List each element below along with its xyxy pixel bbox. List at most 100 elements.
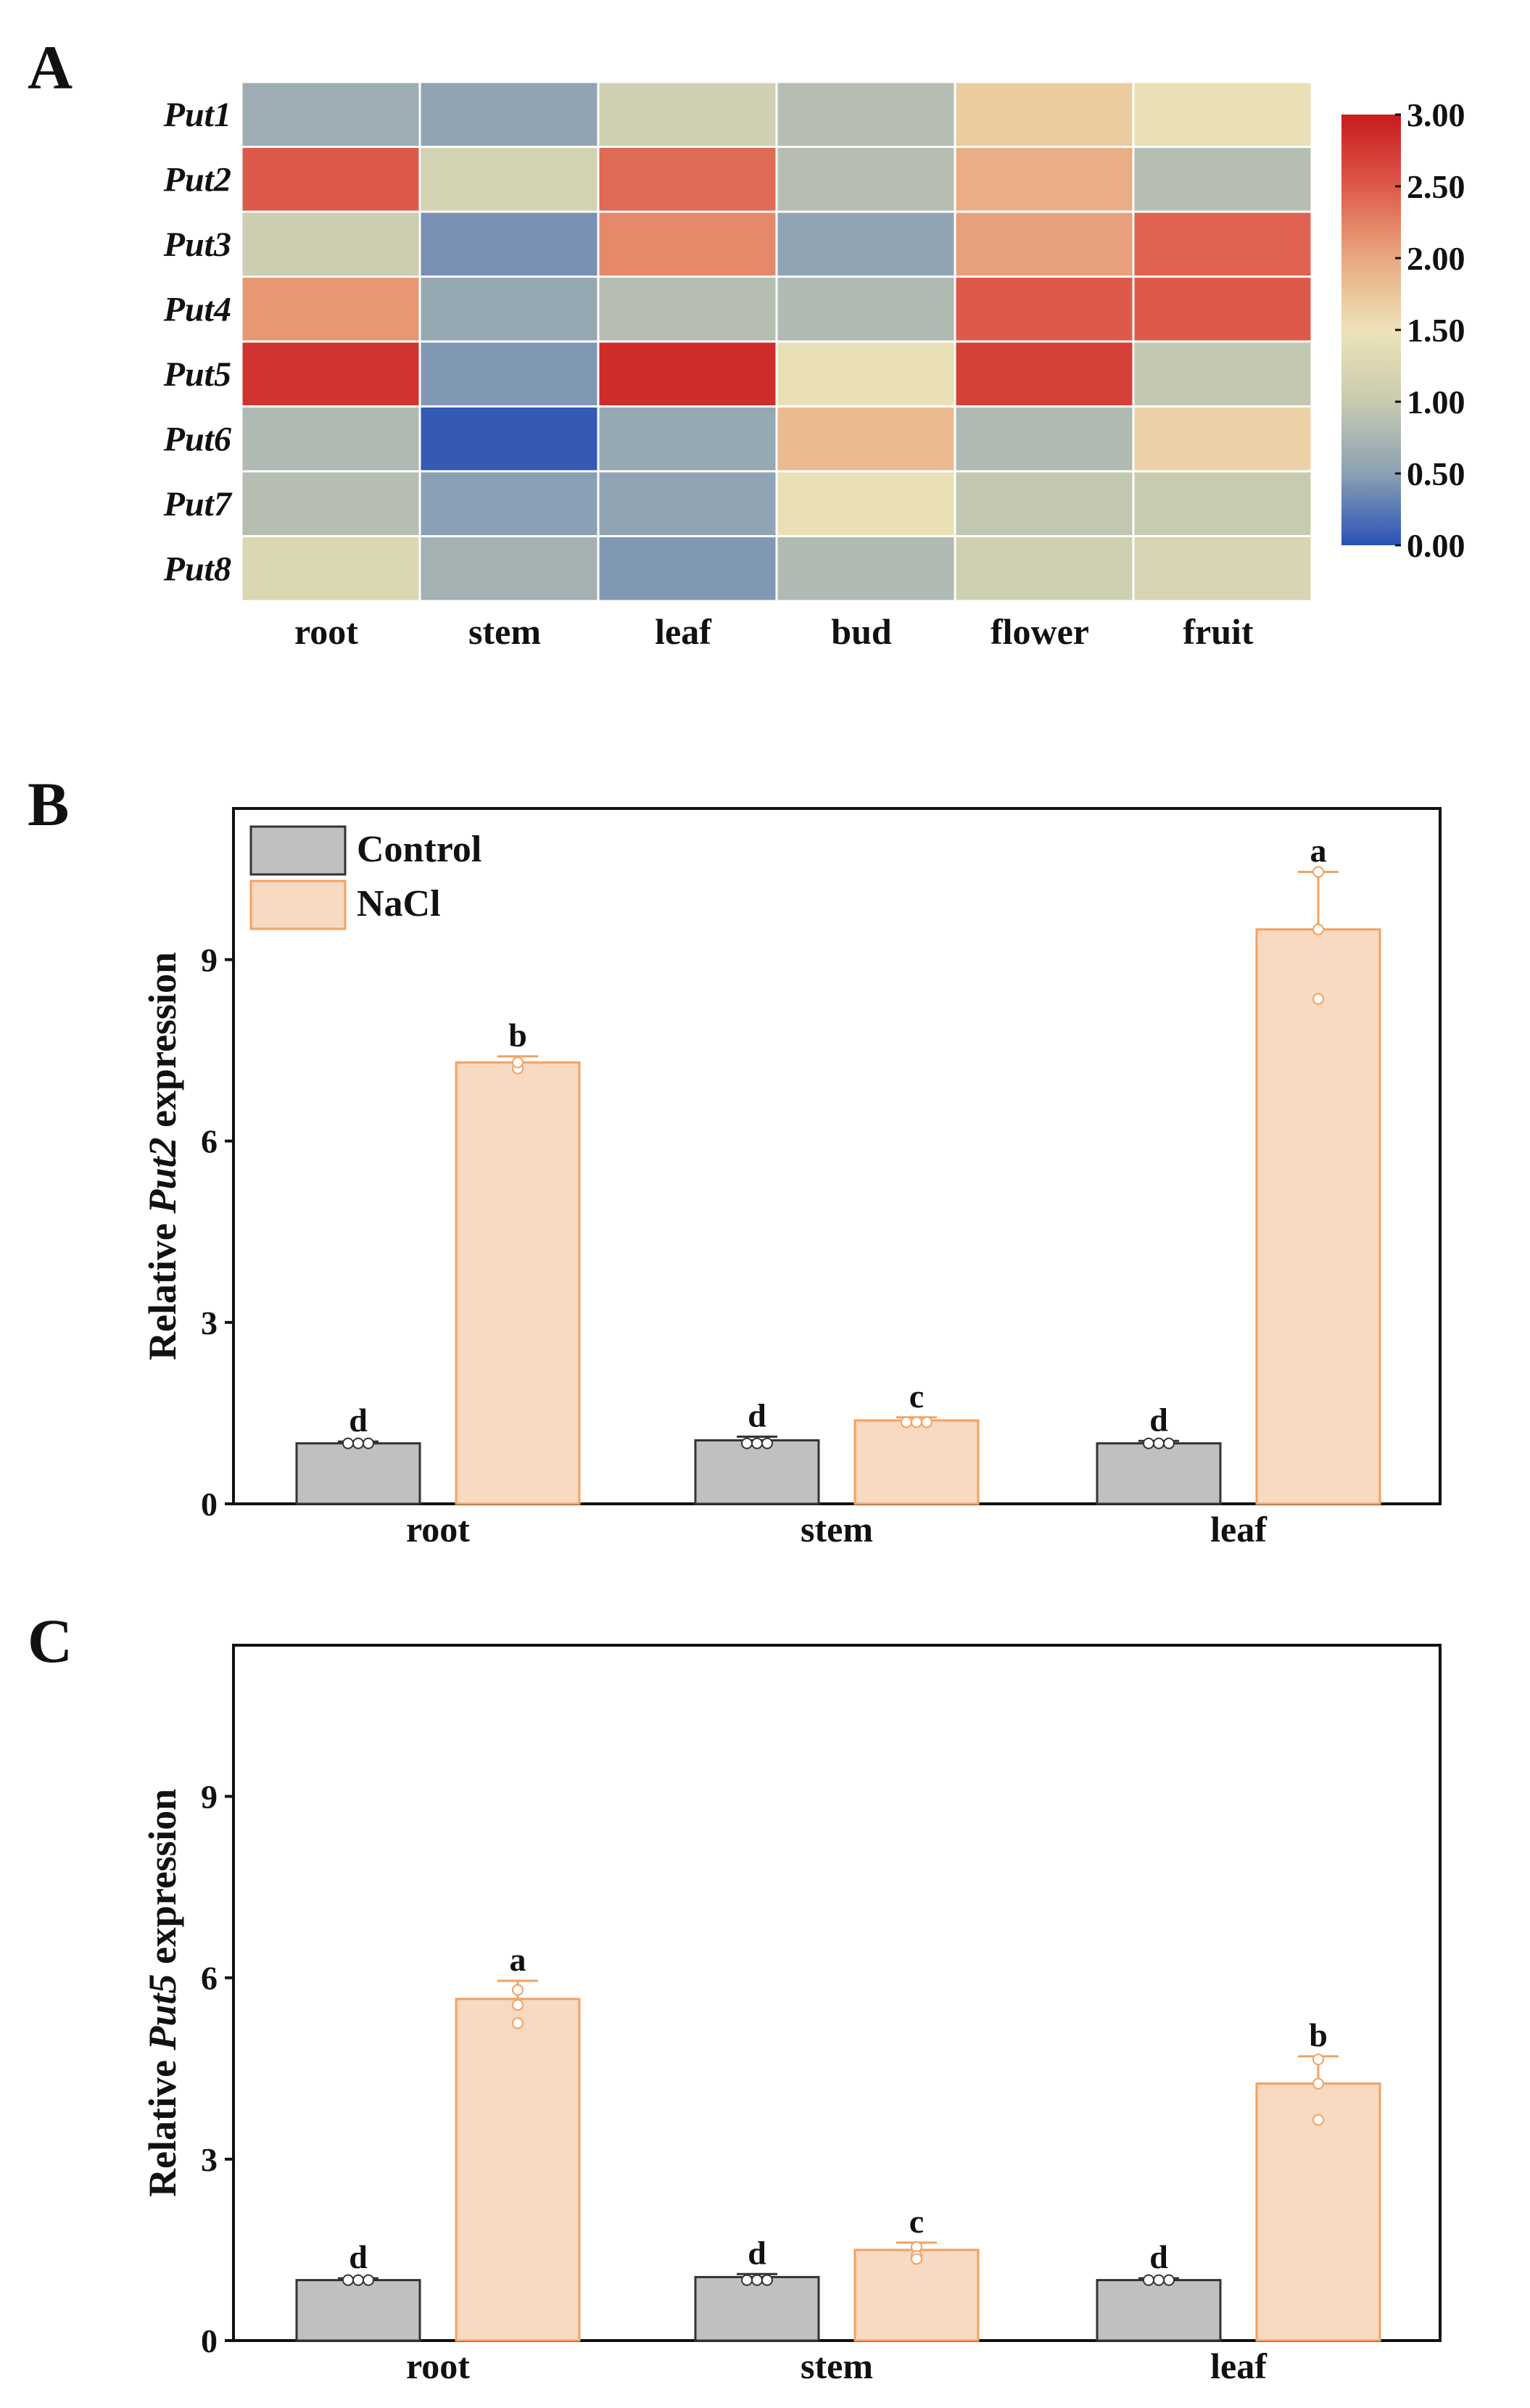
x-category-label: root [406,2346,470,2386]
heatmap-cell [418,210,600,278]
panel-b-letter: B [28,769,69,839]
y-tick-label: 0 [201,1486,218,1523]
data-point [761,1437,773,1449]
heatmap-panel: Put1 Put2 Put3 Put4 Put5 Put6 Put7 Put8 root stem… [163,80,1313,652]
data-point [751,1437,763,1449]
bar [455,1061,581,1505]
x-category-label: leaf [1210,2346,1268,2386]
heatmap-cell [240,276,421,343]
data-point [1312,2114,1324,2126]
bar [1255,2082,1381,2342]
colorbar-tick-label: 1.00 [1407,384,1465,421]
x-category-label: leaf [1210,1509,1268,1550]
heatmap-cell [597,535,778,603]
colorbar-tick-label: 0.00 [1407,527,1465,564]
heatmap-cell [597,470,778,537]
heatmap-cell [418,470,600,537]
heatmap-cell [1132,80,1313,148]
significance-letter: a [1310,832,1327,869]
heatmap-cell [1132,276,1313,343]
heatmap-colorbar: 0.00 0.50 1.00 1.50 2.00 2.50 3.00 [1341,96,1465,564]
colorbar-tick-label: 1.50 [1407,312,1465,349]
colorbar-tick-label: 2.00 [1407,240,1465,277]
colorbar-gradient [1341,115,1401,545]
significance-letter: d [349,2238,368,2275]
data-point [512,1056,524,1069]
heatmap-cell [597,276,778,343]
panel-c-letter: C [28,1606,73,1676]
significance-letter: b [1309,2016,1328,2053]
heatmap-cell [240,405,421,473]
bar [1255,928,1381,1505]
y-tick-label: 0 [201,2322,218,2359]
bar [295,1442,421,1505]
y-axis-label-suffix: expression [141,952,184,1138]
data-point [342,1437,354,1449]
heatmap-cell [418,276,600,343]
heatmap-cell [418,80,600,148]
significance-letter: a [510,1941,526,1978]
heatmap-cell [240,80,421,148]
heatmap-cell [775,405,956,473]
y-axis-label-gene: Put5 [141,1974,184,2051]
data-point [1163,1437,1175,1449]
data-point [1312,923,1324,935]
y-axis-label: Relative Put5 expression [141,1789,184,2197]
colorbar-tick-label: 2.50 [1407,168,1465,205]
panel-a-letter: A [28,33,73,102]
heatmap-cell [418,405,600,473]
legend-label-control: Control [357,829,481,870]
significance-letter: d [349,1402,368,1439]
heatmap-cell [240,340,421,407]
y-tick-label: 3 [201,2141,218,2178]
heatmap-gene-label: Put3 [163,226,231,264]
y-tick-label: 9 [201,941,218,978]
data-point [363,1437,374,1449]
heatmap-cell [1132,340,1313,407]
heatmap-tissue-label: stem [468,611,541,652]
data-point [1143,2274,1154,2286]
heatmap-cell [1132,535,1313,603]
y-axis-label-gene: Put2 [141,1138,184,1215]
data-point [1153,1437,1165,1449]
x-category-label: root [406,1509,470,1550]
heatmap-gene-label: Put4 [163,290,231,328]
significance-letter: b [508,1017,527,1054]
data-point [741,1437,753,1449]
heatmap-cell [597,405,778,473]
data-point [352,2274,364,2286]
x-category-label: stem [801,2346,873,2386]
data-point [921,1416,933,1428]
y-axis-label-prefix: Relative [141,2051,184,2197]
heatmap-cell [597,340,778,407]
bar [694,1439,820,1505]
data-point [761,2274,773,2286]
data-point [342,2274,354,2286]
y-axis-label: Relative Put2 expression [141,952,184,1360]
data-point [1153,2274,1165,2286]
heatmap-tissue-label: fruit [1183,611,1254,652]
heatmap-cell [418,535,600,603]
bar [1096,2279,1222,2342]
heatmap-gene-label: Put8 [163,550,231,588]
heatmap-gene-label: Put6 [163,420,231,458]
colorbar-tick-label: 3.00 [1407,96,1465,133]
significance-letter: c [909,1378,924,1415]
plot-frame [232,807,1442,1505]
x-category-label: stem [801,1509,873,1550]
heatmap-cell [1132,405,1313,473]
data-point [512,1984,524,1996]
heatmap-cell [775,80,956,148]
heatmap-cell [1132,146,1313,213]
legend-label-nacl: NaCl [357,883,441,924]
heatmap-cell [775,210,956,278]
legend-swatch-control [249,825,347,876]
bar-chart-put5: 0 3 6 9 root stem leaf d d d a c b Relative Put5 expr… [141,1644,1442,2386]
data-point [363,2274,374,2286]
heatmap-cell [954,535,1135,603]
heatmap-cell [775,535,956,603]
data-point [1143,1437,1154,1449]
heatmap-gene-label: Put5 [163,355,231,394]
heatmap-cell [954,276,1135,343]
